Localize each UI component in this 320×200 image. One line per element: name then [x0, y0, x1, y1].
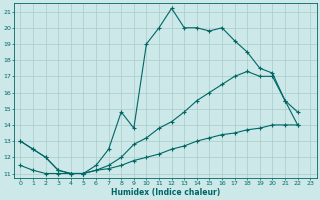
X-axis label: Humidex (Indice chaleur): Humidex (Indice chaleur): [111, 188, 220, 197]
